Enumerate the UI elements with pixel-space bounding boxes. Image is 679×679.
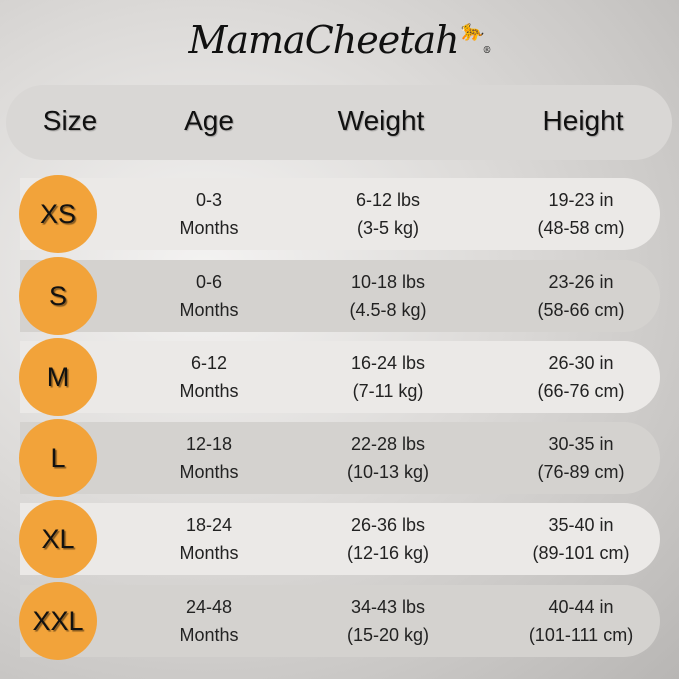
age-line2: Months	[179, 218, 239, 238]
age-line1: 0-6	[195, 272, 222, 292]
height-cell: 40-44 in (101-111 cm)	[529, 593, 633, 649]
age-line1: 12-18	[185, 434, 233, 454]
age-line2: Months	[179, 462, 239, 482]
age-line2: Months	[179, 381, 239, 401]
age-line1: 18-24	[185, 515, 233, 535]
age-cell: 0-6 Months	[179, 268, 238, 324]
weight-line2: (7-11 kg)	[352, 381, 424, 401]
size-badge: M	[19, 338, 97, 416]
height-line2: (89-101 cm)	[532, 543, 630, 563]
weight-line1: 6-12 lbs	[355, 190, 421, 210]
table-row: 6-12 Months 16-24 lbs (7-11 kg) 26-30 in (66-…	[20, 341, 660, 413]
size-badge: XL	[19, 500, 97, 578]
height-line2: (76-89 cm)	[537, 462, 625, 482]
weight-line2: (4.5-8 kg)	[349, 300, 427, 320]
table-row: 0-3 Months 6-12 lbs (3-5 kg) 19-23 in (48-58 …	[20, 178, 660, 250]
height-line2: (66-76 cm)	[537, 381, 625, 401]
weight-line1: 26-36 lbs	[350, 515, 426, 535]
age-line2: Months	[179, 543, 239, 563]
weight-cell: 26-36 lbs (12-16 kg)	[347, 511, 429, 567]
size-badge: XXL	[19, 582, 97, 660]
weight-line1: 10-18 lbs	[350, 272, 426, 292]
height-line1: 40-44 in	[548, 597, 614, 617]
age-line1: 6-12	[190, 353, 228, 373]
height-line1: 35-40 in	[548, 515, 614, 535]
height-line1: 26-30 in	[548, 353, 614, 373]
weight-line1: 34-43 lbs	[350, 597, 426, 617]
height-line2: (48-58 cm)	[537, 218, 625, 238]
header-age: Age	[184, 105, 234, 136]
age-cell: 12-18 Months	[179, 430, 238, 486]
age-line1: 24-48	[185, 597, 233, 617]
brand-logo: MamaCheetah🐆®	[188, 18, 491, 62]
size-badge: S	[19, 257, 97, 335]
weight-cell: 16-24 lbs (7-11 kg)	[351, 349, 425, 405]
age-cell: 18-24 Months	[179, 511, 238, 567]
size-badge: L	[19, 419, 97, 497]
age-line2: Months	[179, 300, 239, 320]
height-line1: 19-23 in	[548, 190, 614, 210]
height-line2: (101-111 cm)	[528, 625, 634, 645]
weight-cell: 22-28 lbs (10-13 kg)	[347, 430, 429, 486]
header-height: Height	[542, 105, 624, 136]
header-weight: Weight	[337, 105, 425, 136]
age-cell: 0-3 Months	[179, 186, 238, 242]
weight-line2: (3-5 kg)	[356, 218, 420, 238]
cheetah-icon: 🐆	[458, 18, 484, 42]
height-cell: 26-30 in (66-76 cm)	[537, 349, 624, 405]
header-size: Size	[42, 105, 98, 136]
age-line2: Months	[179, 625, 239, 645]
weight-cell: 10-18 lbs (4.5-8 kg)	[349, 268, 426, 324]
height-cell: 35-40 in (89-101 cm)	[532, 511, 629, 567]
size-badge: XS	[19, 175, 97, 253]
height-cell: 30-35 in (76-89 cm)	[537, 430, 624, 486]
weight-line2: (15-20 kg)	[346, 625, 430, 645]
weight-cell: 34-43 lbs (15-20 kg)	[347, 593, 429, 649]
table-row: 0-6 Months 10-18 lbs (4.5-8 kg) 23-26 in (58-…	[20, 260, 660, 332]
height-line1: 30-35 in	[548, 434, 614, 454]
age-cell: 6-12 Months	[179, 349, 238, 405]
height-line2: (58-66 cm)	[537, 300, 625, 320]
table-row: 24-48 Months 34-43 lbs (15-20 kg) 40-44 in (1…	[20, 585, 660, 657]
table-row: 12-18 Months 22-28 lbs (10-13 kg) 30-35 in (7…	[20, 422, 660, 494]
table-header: Size Age Weight Height	[6, 85, 672, 160]
age-cell: 24-48 Months	[179, 593, 238, 649]
table-row: 18-24 Months 26-36 lbs (12-16 kg) 35-40 in (8…	[20, 503, 660, 575]
weight-line1: 16-24 lbs	[350, 353, 426, 373]
height-line1: 23-26 in	[548, 272, 614, 292]
weight-line2: (12-16 kg)	[346, 543, 430, 563]
age-line1: 0-3	[195, 190, 222, 210]
height-cell: 23-26 in (58-66 cm)	[537, 268, 624, 324]
height-cell: 19-23 in (48-58 cm)	[537, 186, 624, 242]
weight-line1: 22-28 lbs	[350, 434, 426, 454]
weight-line2: (10-13 kg)	[346, 462, 430, 482]
weight-cell: 6-12 lbs (3-5 kg)	[356, 186, 420, 242]
